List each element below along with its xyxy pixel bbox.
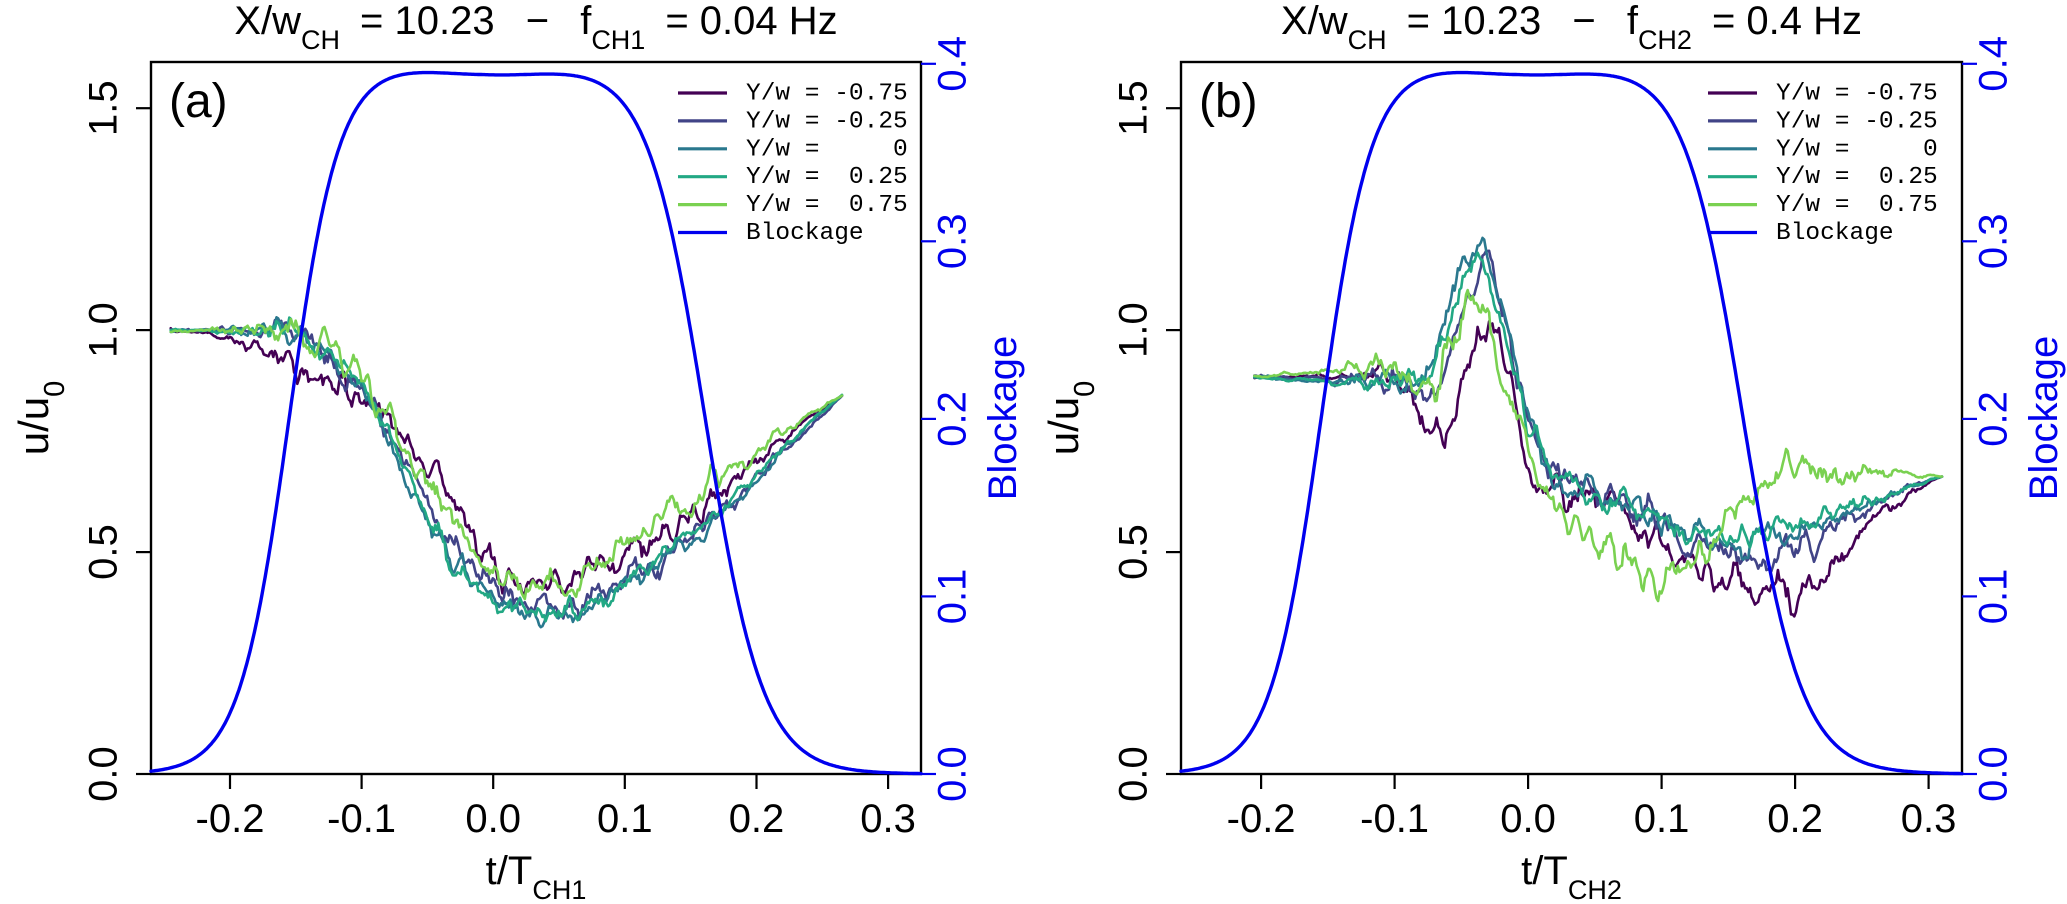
svg-text:0.0: 0.0 [1972, 746, 2016, 802]
svg-text:Y/w = -0.25: Y/w = -0.25 [1776, 108, 1938, 135]
svg-text:1.0: 1.0 [82, 302, 126, 358]
svg-text:-0.1: -0.1 [327, 797, 396, 841]
svg-text:Y/w = 0.25: Y/w = 0.25 [746, 164, 908, 191]
svg-text:0.3: 0.3 [1901, 797, 1957, 841]
svg-text:Y/w = -0.75: Y/w = -0.75 [746, 80, 908, 107]
svg-text:0.3: 0.3 [1972, 213, 2016, 269]
svg-text:0.1: 0.1 [931, 569, 975, 625]
svg-text:1.0: 1.0 [1112, 302, 1156, 358]
svg-text:0.4: 0.4 [1972, 36, 2016, 92]
svg-text:0.0: 0.0 [1500, 797, 1556, 841]
svg-text:Blockage: Blockage [746, 220, 864, 247]
svg-text:(b): (b) [1199, 75, 1258, 128]
svg-text:Blockage: Blockage [2022, 336, 2066, 501]
svg-text:-0.2: -0.2 [196, 797, 265, 841]
svg-text:0.0: 0.0 [82, 746, 126, 802]
svg-text:Y/w = 0.75: Y/w = 0.75 [746, 192, 908, 219]
svg-text:Y/w = 0: Y/w = 0 [1776, 136, 1938, 163]
svg-text:0.2: 0.2 [1767, 797, 1823, 841]
svg-text:Y/w = 0: Y/w = 0 [746, 136, 908, 163]
svg-text:0.2: 0.2 [1972, 391, 2016, 447]
svg-text:Y/w = 0.75: Y/w = 0.75 [1776, 192, 1938, 219]
svg-text:0.0: 0.0 [931, 746, 975, 802]
svg-text:0.3: 0.3 [860, 797, 916, 841]
svg-text:Y/w = -0.75: Y/w = -0.75 [1776, 80, 1938, 107]
svg-text:0.0: 0.0 [465, 797, 521, 841]
svg-text:0.2: 0.2 [931, 391, 975, 447]
svg-text:-0.1: -0.1 [1360, 797, 1429, 841]
svg-text:0.0: 0.0 [1112, 746, 1156, 802]
svg-text:Y/w = 0.25: Y/w = 0.25 [1776, 164, 1938, 191]
svg-text:0.1: 0.1 [1634, 797, 1690, 841]
svg-text:Blockage: Blockage [981, 336, 1025, 501]
svg-text:0.2: 0.2 [729, 797, 785, 841]
svg-text:0.4: 0.4 [931, 36, 975, 92]
svg-text:Y/w = -0.25: Y/w = -0.25 [746, 108, 908, 135]
svg-text:0.1: 0.1 [597, 797, 653, 841]
svg-text:0.1: 0.1 [1972, 569, 2016, 625]
svg-text:1.5: 1.5 [82, 80, 126, 136]
svg-text:-0.2: -0.2 [1227, 797, 1296, 841]
svg-text:0.5: 0.5 [82, 524, 126, 580]
svg-text:(a): (a) [169, 75, 228, 128]
svg-text:0.3: 0.3 [931, 213, 975, 269]
svg-text:0.5: 0.5 [1112, 524, 1156, 580]
svg-text:1.5: 1.5 [1112, 80, 1156, 136]
svg-text:Blockage: Blockage [1776, 220, 1894, 247]
